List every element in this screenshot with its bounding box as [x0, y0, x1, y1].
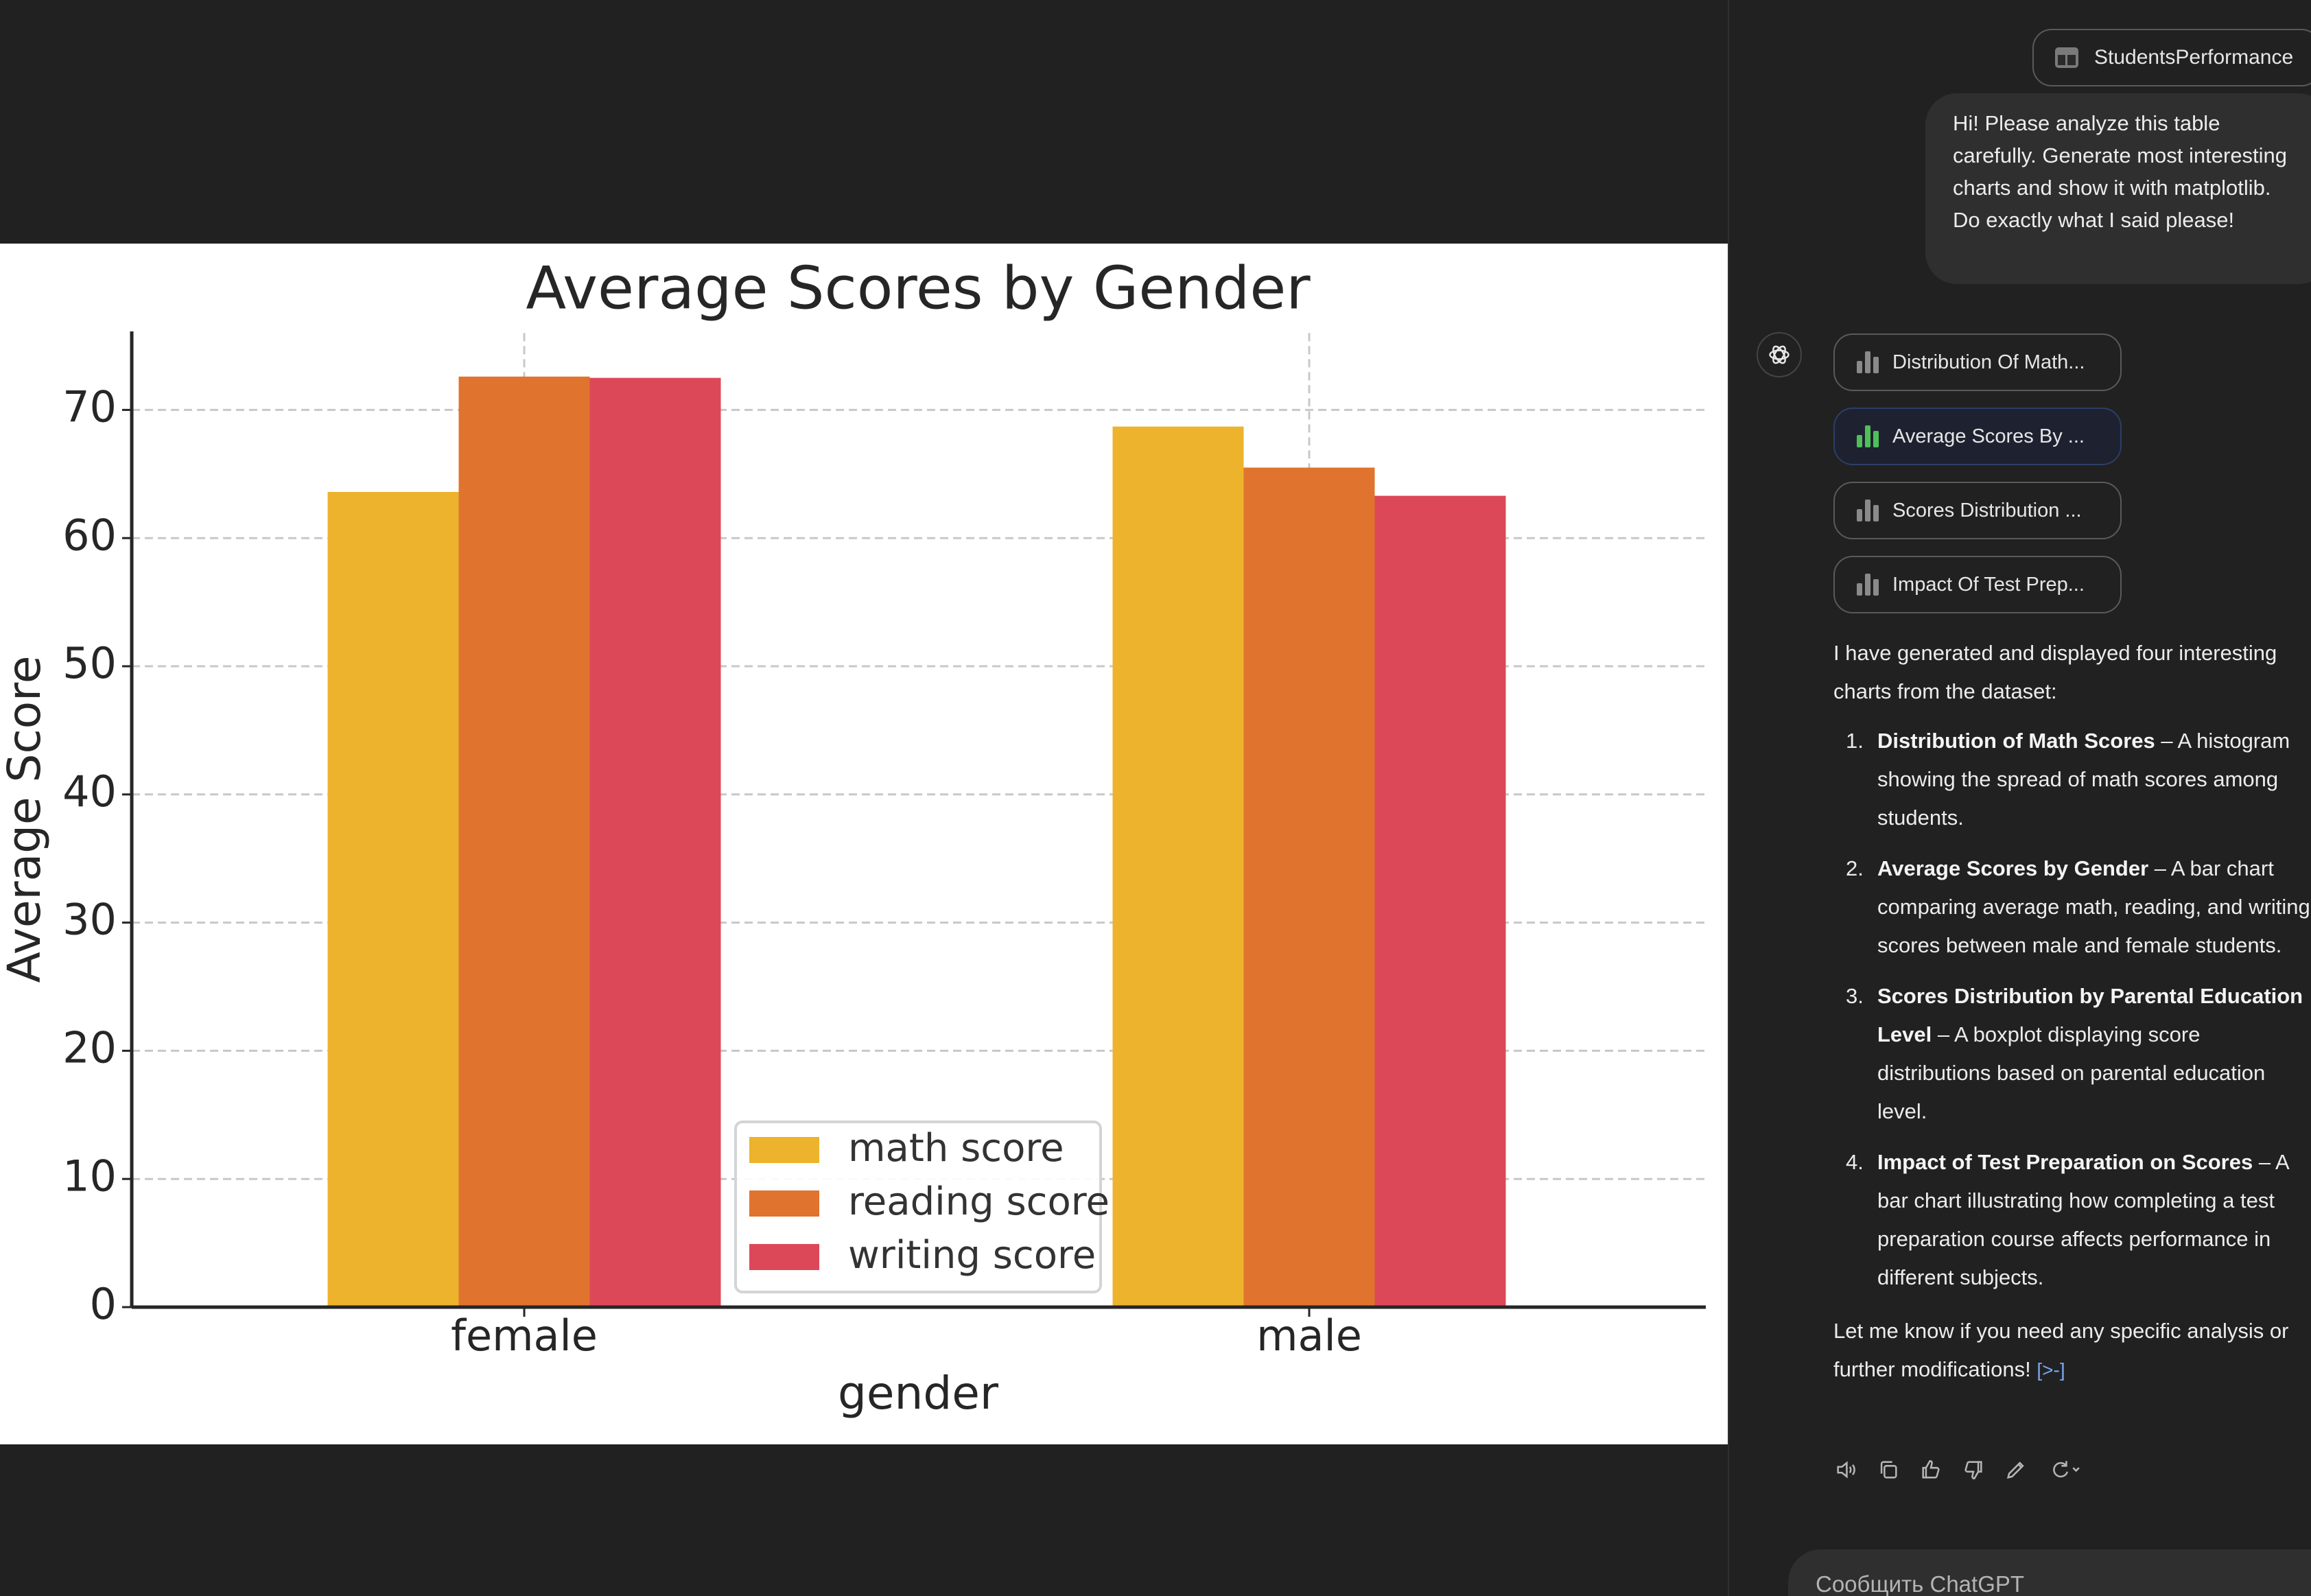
- answer-list-item: 3. Scores Distribution by Parental Educat…: [1833, 977, 2311, 1131]
- chart-artifact-label: Impact Of Test Prep...: [1892, 573, 2085, 596]
- bar-writing-score-female: [589, 377, 721, 1308]
- list-item-title: Average Scores by Gender: [1877, 856, 2149, 880]
- list-number: 3.: [1846, 984, 1864, 1008]
- answer-list-item: 1. Distribution of Math Scores – A histog…: [1833, 722, 2311, 837]
- answer-list: 1. Distribution of Math Scores – A histog…: [1833, 722, 2311, 1297]
- file-chip-label: StudentsPerformance: [2094, 46, 2294, 69]
- legend-label: writing score: [848, 1233, 1096, 1278]
- chart-title: Average Scores by Gender: [526, 254, 1311, 322]
- y-tick-label: 10: [62, 1151, 117, 1201]
- bar-chart-icon: [1857, 351, 1879, 373]
- legend-label: math score: [848, 1126, 1064, 1171]
- list-number: 2.: [1846, 856, 1864, 880]
- chart-artifact-label: Distribution Of Math...: [1892, 351, 2085, 373]
- bar-reading-score-male: [1243, 467, 1375, 1307]
- answer-list-item: 2. Average Scores by Gender – A bar chart…: [1833, 849, 2311, 965]
- y-tick-label: 30: [62, 895, 117, 945]
- attached-file-chip[interactable]: StudentsPerformance: [2032, 29, 2311, 86]
- list-number: 4.: [1846, 1150, 1864, 1174]
- chart-artifact-4[interactable]: Impact Of Test Prep...: [1833, 556, 2122, 613]
- chatgpt-logo-icon: [1757, 332, 1802, 377]
- chart-legend: math score reading score writing score: [734, 1120, 1110, 1293]
- table-icon: [2055, 47, 2078, 68]
- bar-chart-icon: [1857, 500, 1879, 521]
- bar-math-score-female: [327, 491, 459, 1307]
- list-item-title: Impact of Test Preparation on Scores: [1877, 1150, 2253, 1174]
- y-tick-label: 40: [62, 766, 117, 817]
- chart-artifact-3[interactable]: Scores Distribution ...: [1833, 482, 2122, 539]
- list-item-text: – A bar chart illustrating how completin…: [1877, 1150, 2288, 1289]
- y-tick-label: 60: [62, 510, 117, 560]
- bar-chart-icon: [1857, 574, 1879, 596]
- message-actions: [1833, 1457, 2085, 1482]
- answer-closing: Let me know if you need any specific ana…: [1833, 1312, 2311, 1389]
- image-viewer: 0 10 20 30 40 50 60 70 female male Average Scores…: [0, 244, 1728, 1444]
- legend-box: [734, 1120, 1102, 1293]
- bar-reading-score-female: [458, 376, 590, 1307]
- bar-writing-score-male: [1374, 495, 1506, 1307]
- answer-intro: I have generated and displayed four inte…: [1833, 641, 2277, 703]
- bar-math-score-male: [1112, 426, 1244, 1307]
- list-item-title: Distribution of Math Scores: [1877, 729, 2155, 753]
- x-tick-label: male: [1256, 1311, 1362, 1361]
- x-tick-label: female: [451, 1311, 598, 1361]
- y-tick-label: 50: [62, 638, 117, 688]
- message-input[interactable]: Сообщить ChatGPT: [1788, 1549, 2311, 1596]
- chart-image: 0 10 20 30 40 50 60 70 female male Average Scores…: [0, 244, 1728, 1444]
- list-item-title: Scores Distribution by Parental Educatio…: [1877, 984, 2303, 1046]
- list-number: 1.: [1846, 729, 1864, 753]
- bar-chart-icon: [1857, 425, 1879, 447]
- chat-panel: StudentsPerformance Hi! Please analyze t…: [1729, 0, 2311, 1596]
- x-axis-label: gender: [838, 1367, 999, 1420]
- legend-swatch: [749, 1244, 819, 1270]
- legend-swatch: [749, 1137, 819, 1163]
- code-citation-link[interactable]: [>-]: [2037, 1359, 2065, 1381]
- list-item-text: – A bar chart comparing average math, re…: [1877, 856, 2310, 957]
- user-message: Hi! Please analyze this table carefully.…: [1925, 93, 2311, 284]
- read-aloud-icon[interactable]: [1833, 1457, 1858, 1482]
- chart-artifact-2[interactable]: Average Scores By ...: [1833, 408, 2122, 465]
- panel-divider: [1728, 0, 1729, 1596]
- list-item-text: – A histogram showing the spread of math…: [1877, 729, 2290, 830]
- copy-icon[interactable]: [1876, 1457, 1901, 1482]
- chart-artifact-label: Average Scores By ...: [1892, 425, 2085, 447]
- regenerate-icon[interactable]: [2046, 1457, 2085, 1482]
- y-axis-label: Average Score: [0, 656, 51, 983]
- list-item-text: – A boxplot displaying score distributio…: [1877, 1022, 2266, 1123]
- closing-text: Let me know if you need any specific ana…: [1833, 1319, 2289, 1381]
- answer-list-item: 4. Impact of Test Preparation on Scores –…: [1833, 1143, 2311, 1297]
- legend-swatch: [749, 1190, 819, 1217]
- y-tick-label: 70: [62, 382, 117, 432]
- chart-artifact-label: Scores Distribution ...: [1892, 499, 2082, 521]
- assistant-message: I have generated and displayed four inte…: [1833, 634, 2311, 1389]
- chart-artifact-1[interactable]: Distribution Of Math...: [1833, 333, 2122, 391]
- thumbs-down-icon[interactable]: [1961, 1457, 1986, 1482]
- edit-icon[interactable]: [2004, 1457, 2028, 1482]
- thumbs-up-icon[interactable]: [1919, 1457, 1943, 1482]
- bar-chart: 0 10 20 30 40 50 60 70 female male Average Scores…: [0, 254, 1706, 1420]
- y-tick-label: 20: [62, 1022, 117, 1072]
- legend-label: reading score: [848, 1180, 1110, 1224]
- y-tick-label: 0: [90, 1279, 117, 1329]
